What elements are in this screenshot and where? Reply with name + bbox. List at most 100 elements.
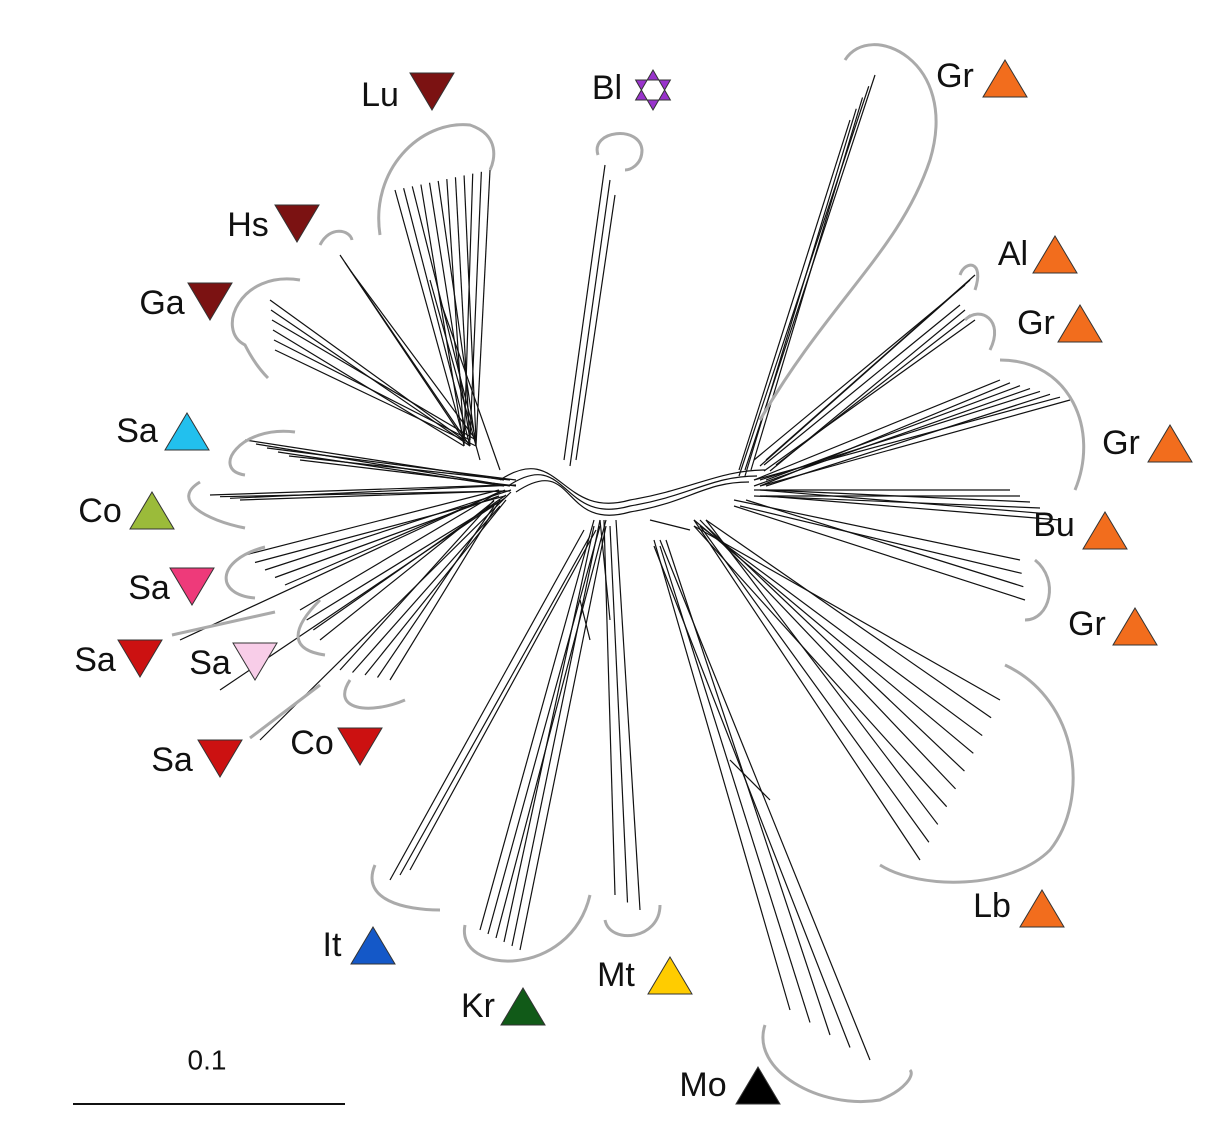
branch [409, 529, 597, 871]
branch [705, 519, 992, 719]
arc [963, 312, 997, 351]
branch [738, 86, 870, 477]
node-marker [1057, 304, 1103, 343]
branch [239, 490, 505, 501]
node-marker [274, 204, 320, 243]
branch [765, 495, 1061, 521]
node-marker [337, 727, 383, 766]
node-label: Gr [1068, 605, 1106, 643]
branch [389, 499, 501, 681]
arc [1024, 558, 1051, 622]
group-arcs [171, 43, 1086, 1103]
branch [344, 262, 471, 447]
branch [763, 319, 976, 472]
arc [377, 123, 496, 236]
branch [403, 188, 471, 447]
branch [563, 164, 606, 461]
node-label: Kr [461, 987, 495, 1025]
branch [229, 484, 517, 499]
branch [693, 519, 921, 861]
branch [469, 171, 482, 441]
node-label: Lu [361, 76, 399, 114]
core-ring [515, 480, 750, 516]
branch [653, 545, 851, 1048]
arc [595, 132, 644, 172]
branch [765, 489, 1031, 503]
branch [479, 519, 595, 931]
node-marker [982, 59, 1028, 98]
arc [879, 663, 1075, 884]
branch [319, 500, 495, 641]
branch [753, 284, 966, 461]
branch [705, 525, 965, 772]
branch [487, 525, 601, 935]
node-marker [164, 412, 210, 451]
node-label: Sa [116, 412, 158, 450]
branch [495, 519, 607, 939]
branch [763, 304, 961, 466]
node-label: Hs [227, 206, 269, 244]
branch [209, 484, 505, 496]
arc [603, 904, 662, 937]
node-marker [735, 1066, 781, 1105]
branch [733, 499, 1021, 561]
branch [733, 505, 1026, 601]
branch [693, 525, 948, 808]
branch [389, 529, 585, 881]
arc [187, 480, 246, 530]
branch [765, 274, 976, 461]
core-ring [499, 468, 766, 504]
branch [463, 173, 474, 447]
branch [609, 525, 629, 903]
branch [753, 396, 1061, 481]
branch [377, 505, 495, 678]
branch [759, 489, 1051, 515]
branch [579, 599, 591, 641]
node-label: Mo [679, 1066, 726, 1104]
node-label: Lb [973, 887, 1011, 925]
node-marker [1112, 607, 1158, 646]
branch [753, 388, 1031, 487]
arc [249, 683, 321, 740]
branch [775, 314, 971, 466]
arc [318, 229, 354, 246]
arc [171, 610, 276, 637]
branch [475, 169, 491, 447]
branch [273, 339, 471, 441]
branch [744, 74, 876, 471]
scale-label: 0.1 [188, 1044, 227, 1075]
node-marker [169, 567, 215, 606]
node-label: Sa [189, 644, 231, 682]
arc [296, 598, 326, 657]
branch [659, 539, 871, 1061]
node-label: Bl [592, 69, 622, 107]
branch [699, 525, 930, 843]
network [179, 74, 1071, 1061]
branch [569, 179, 611, 467]
branch [519, 525, 607, 951]
branch [437, 180, 477, 447]
branch [649, 519, 691, 531]
arc [343, 679, 406, 710]
node-label: Bu [1033, 506, 1075, 544]
branch [575, 194, 616, 461]
node-marker [1019, 889, 1065, 928]
arc [224, 545, 266, 600]
branch [753, 379, 1001, 481]
node-marker [232, 642, 278, 681]
branch [699, 525, 983, 737]
node-label: Sa [128, 569, 170, 607]
core-ring [507, 474, 758, 510]
node-label: Co [290, 724, 333, 762]
branch [745, 499, 1024, 588]
node-label: Gr [1102, 424, 1140, 462]
branch [271, 319, 477, 441]
branch [699, 519, 956, 790]
branch [299, 494, 495, 611]
branch [420, 184, 465, 447]
branch [254, 495, 506, 564]
branch [428, 182, 471, 441]
node-marker [117, 639, 163, 678]
branch [274, 349, 477, 447]
